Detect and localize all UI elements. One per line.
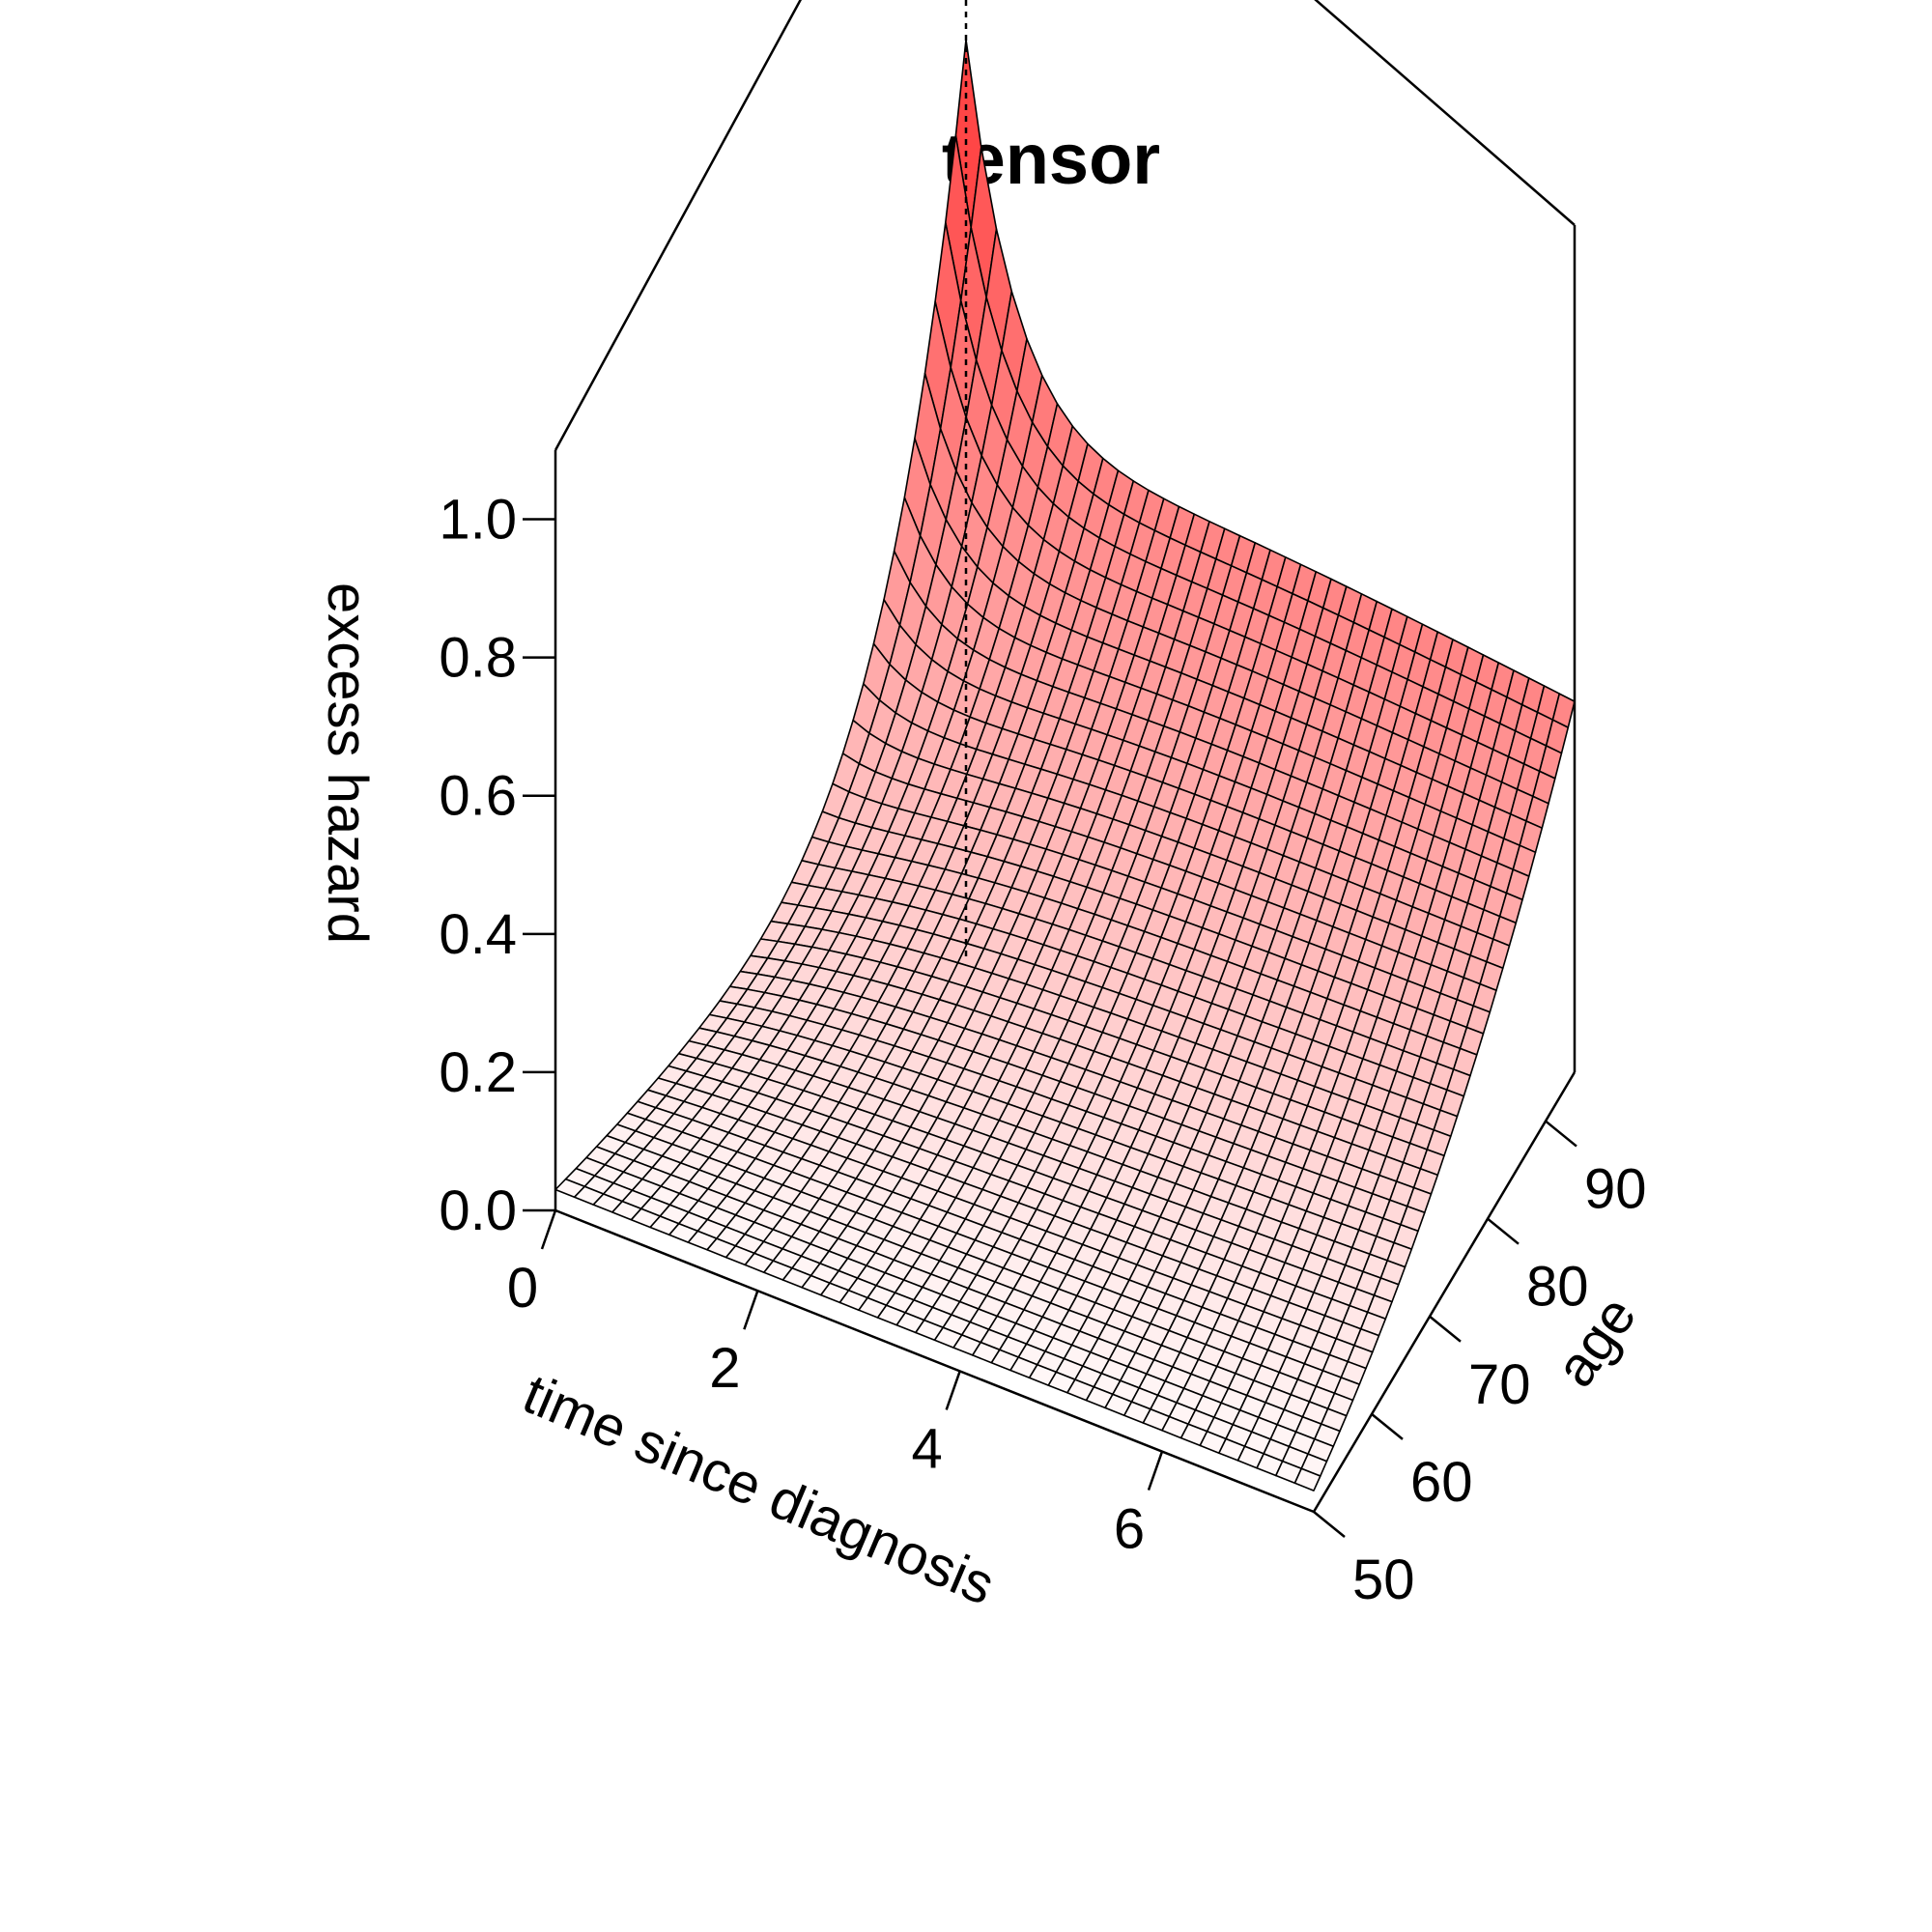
y-tick-label: 60: [1410, 1451, 1473, 1514]
x-tick-label: 0: [507, 1257, 538, 1320]
x-tick-label: 2: [709, 1337, 740, 1400]
x-tick: [743, 1290, 759, 1330]
x-tick: [540, 1209, 557, 1250]
y-tick-label: 50: [1352, 1548, 1415, 1611]
z-tick-label: 0.2: [439, 1041, 517, 1104]
z-tick-label: 0.4: [439, 903, 517, 966]
z-tick-label: 0.6: [439, 765, 517, 828]
y-tick: [1487, 1217, 1520, 1245]
y-tick-label: 80: [1526, 1256, 1589, 1319]
z-axis-label: excess hazard: [316, 582, 379, 944]
axes: 0.0 0.2 0.4 0.6 0.8 1.0 0 2 4 6 50 60 70 80 90: [439, 489, 1646, 1611]
z-tick-label: 1.0: [439, 489, 517, 552]
x-tick-label: 6: [1114, 1498, 1145, 1561]
y-tick: [1429, 1315, 1462, 1343]
x-tick: [1147, 1451, 1164, 1492]
y-tick-label: 90: [1584, 1158, 1647, 1221]
x-tick-label: 4: [912, 1417, 943, 1480]
surface-mesh: [554, 39, 1576, 1492]
z-tick-label: 0.8: [439, 627, 517, 690]
x-axis-label: time since diagnosis: [515, 1362, 1004, 1617]
box-right-bottom-edge: [1312, 1071, 1577, 1513]
z-tick-label: 0.0: [439, 1179, 517, 1242]
box-front-bottom-edge: [554, 1208, 1315, 1514]
box-top-edge: [1314, 0, 1576, 226]
y-tick: [1313, 1511, 1346, 1538]
surface-facet: [1293, 1467, 1321, 1492]
x-tick: [945, 1370, 961, 1410]
y-tick: [1545, 1120, 1577, 1148]
y-tick-label: 70: [1468, 1353, 1531, 1416]
bounding-box: [554, 0, 1577, 1514]
y-tick: [1371, 1412, 1404, 1440]
box-top-edge: [554, 0, 803, 451]
